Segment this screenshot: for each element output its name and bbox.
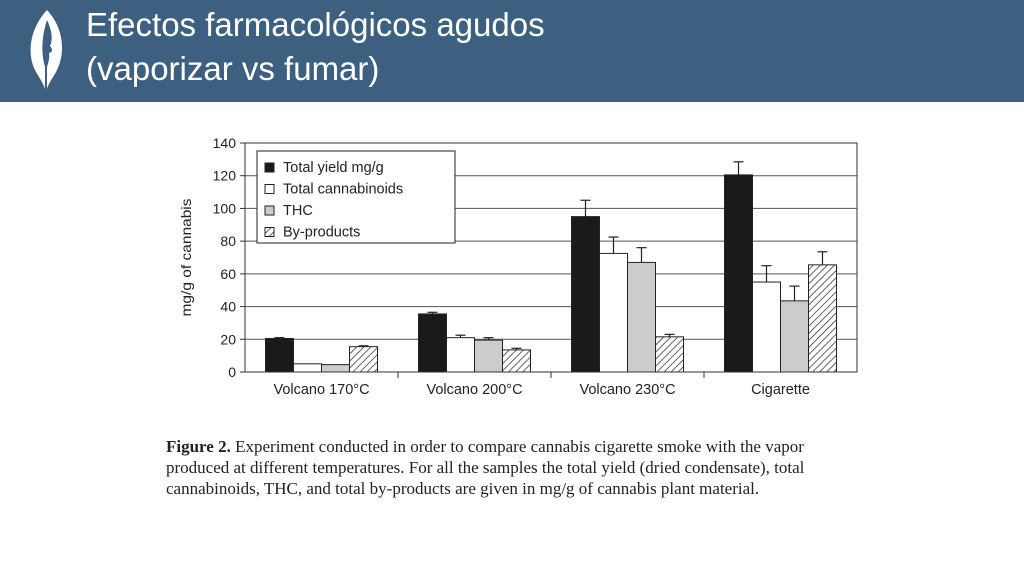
bar [265,337,294,373]
y-axis-label: mg/g of cannabis [178,199,194,317]
x-tick-label: Volcano 170°C [273,382,369,398]
legend-label: THC [283,203,313,219]
bar [349,346,378,373]
y-tick-label: 140 [213,135,237,151]
bar [752,281,781,373]
y-tick-label: 0 [228,364,236,380]
bar [474,339,503,373]
y-tick-label: 20 [220,331,236,347]
bar [627,261,656,373]
legend-swatch [264,205,275,216]
x-tick-label: Volcano 230°C [579,382,675,398]
legend-label: Total cannabinoids [283,182,403,198]
bar [321,364,350,373]
legend-swatch [264,184,275,194]
bar-chart: 0 20 40 60 80 100 120 140 mg/g of cannabis Volcan… [178,135,858,398]
axes: 0 20 40 60 80 100 120 140 mg/g of cannabis Volcan… [178,135,858,398]
slide-title-line-1: Efectos farmacológicos agudos [86,6,545,43]
leaf-profile-icon [30,10,63,92]
bar [293,363,322,373]
y-tick-label: 100 [213,200,237,216]
bar [418,313,447,373]
legend-label: By-products [283,225,360,241]
bar [780,300,809,373]
bar [724,174,753,373]
y-tick-label: 120 [213,168,237,184]
bar [571,216,600,373]
x-tick-label: Volcano 200°C [426,382,522,398]
y-tick-label: 60 [220,266,236,282]
bar [655,336,684,373]
bar [502,349,531,373]
slide-title-line-2: (vaporizar vs fumar) [86,50,380,87]
y-tick-label: 80 [220,233,236,249]
figure-caption-text: Experiment conducted in order to compare… [166,437,805,498]
bar [599,252,628,373]
slide-header: Efectos farmacológicos agudos (vaporizar… [0,0,1024,102]
y-tick-label: 40 [220,299,236,315]
legend-box [256,150,456,244]
figure-caption-lead: Figure 2. [166,437,231,456]
legend-swatch [264,162,275,173]
figure-caption: Figure 2. Experiment conducted in order … [166,436,866,499]
bar [446,337,475,373]
bars [265,161,837,373]
bar [808,264,837,373]
x-tick-label: Cigarette [751,382,810,398]
legend-swatch [264,227,275,237]
slide-title: Efectos farmacológicos agudos (vaporizar… [86,3,545,91]
legend-label: Total yield mg/g [283,160,384,176]
legend: Total yield mg/g Total cannabinoids THC By-… [256,150,456,244]
